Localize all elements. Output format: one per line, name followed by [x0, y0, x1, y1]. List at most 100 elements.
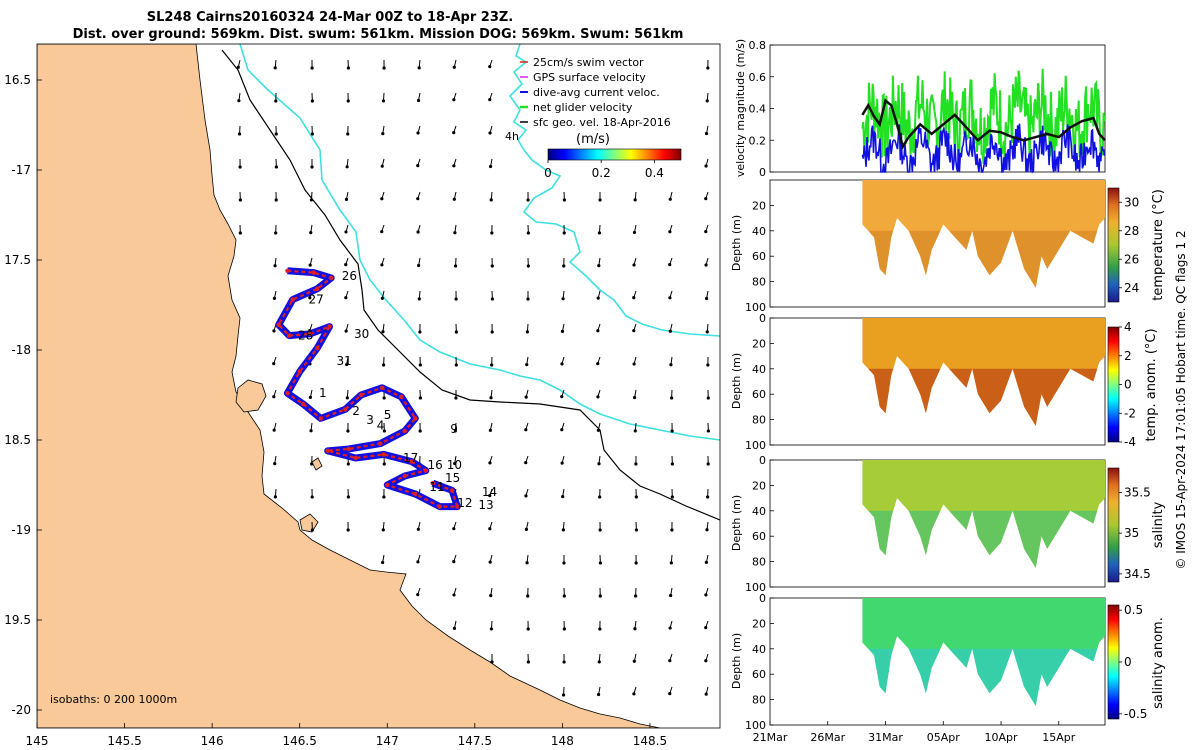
velocity-arrow: [309, 422, 313, 433]
station-label: 17: [403, 451, 418, 465]
velocity-arrow: [452, 158, 457, 168]
velocity-arrow: [596, 422, 601, 432]
velocity-arrow: [704, 686, 709, 696]
velocity-arrow: [345, 356, 349, 367]
velocity-arrow: [562, 620, 566, 631]
velocity-arrow: [526, 290, 530, 301]
velocity-arrow: [416, 224, 421, 234]
depth-tick-label: 80: [752, 694, 766, 707]
depth-tick-label: 80: [752, 276, 766, 289]
track-point: [385, 482, 390, 488]
track-point: [402, 428, 407, 434]
track-point: [399, 394, 404, 399]
velocity-arrow: [596, 389, 601, 399]
velocity-arrow: [704, 158, 709, 168]
legend-item-swim: 25cm/s swim vector: [520, 56, 644, 69]
temp-anomaly-ylabel: Depth (m): [730, 353, 743, 409]
depth-tick-label: 100: [745, 301, 766, 314]
velocity-arrow: [273, 257, 277, 268]
station-label: 1: [319, 386, 327, 400]
velocity-arrow: [236, 59, 241, 69]
glider-track: [275, 267, 461, 511]
track-point: [300, 401, 306, 407]
velocity-arrow: [597, 653, 601, 664]
velocity-arrow: [489, 587, 493, 598]
velocity-arrow: [453, 257, 458, 268]
depth-tick-label: 60: [752, 388, 766, 401]
velocity-arrow: [598, 620, 602, 631]
velocity-arrow: [524, 455, 529, 465]
velocity-arrow: [488, 158, 493, 169]
track-point: [285, 268, 290, 273]
velocity-arrow: [344, 323, 349, 333]
velocity-arrow: [490, 290, 494, 301]
velocity-arrow: [416, 554, 421, 564]
salinity-anomaly-cblabel: salinity anom.: [1151, 617, 1166, 709]
colorbar-tick-label: 35.5: [1124, 485, 1151, 499]
velocity-arrow: [382, 356, 386, 367]
station-label: 11: [429, 480, 444, 494]
velocity-arrow: [454, 389, 458, 400]
legend-label-gps: GPS surface velocity: [533, 71, 646, 84]
velocity-arrow: [452, 59, 457, 69]
depth-tick-label: 0: [759, 454, 766, 467]
colorbar-tick-label: 0.5: [1124, 603, 1143, 617]
depth-tick-label: 100: [745, 581, 766, 594]
velocity-arrow: [526, 224, 530, 235]
track-point: [358, 392, 364, 398]
isobath-200m: [221, 49, 720, 521]
island-3: [311, 457, 323, 471]
map-ytick-label: 16.5: [4, 73, 31, 87]
station-label: 27: [308, 293, 323, 307]
temperature-cblabel: temperature (°C): [1151, 189, 1166, 301]
velocity-arrow: [668, 686, 673, 696]
velocity-ylabel: velocity magnitude (m/s): [734, 39, 747, 177]
station-label: 31: [336, 354, 351, 368]
velocity-arrow: [526, 587, 530, 598]
velocity-arrow: [417, 290, 421, 301]
depth-tick-label: 80: [752, 556, 766, 569]
velocity-arrow: [634, 488, 638, 499]
velocity-ytick-label: 0.2: [749, 134, 767, 147]
velocity-arrow: [669, 587, 673, 598]
map-colorbar-ticks: 0 0.2 0.4: [544, 160, 664, 180]
colorbar-tick-label: 0: [1124, 655, 1132, 669]
velocity-arrow: [632, 686, 637, 696]
velocity-arrow: [706, 488, 710, 499]
track-point: [327, 324, 332, 329]
depth-tick-label: 80: [752, 414, 766, 427]
legend-item-sfc: sfc geo. vel. 18-Apr-2016: [520, 116, 671, 129]
velocity-arrow: [310, 488, 314, 499]
velocity-arrow: [381, 92, 386, 103]
temp-anomaly-cblabel: temp. anom. (°C): [1144, 328, 1159, 441]
velocity-arrow: [489, 620, 494, 631]
velocity-arrow: [598, 191, 602, 202]
depth-tick-label: 60: [752, 250, 766, 263]
velocity-arrow: [670, 521, 674, 532]
map-colorbar: [547, 148, 682, 161]
station-label: 10: [447, 458, 462, 472]
velocity-arrow: [418, 389, 422, 400]
track-point: [413, 416, 418, 421]
velocity-arrow: [346, 422, 350, 433]
velocity-arrow: [274, 224, 278, 235]
velocity-arrow: [705, 323, 709, 334]
map-x-axis: 145 145.5 146 146.5 147 147.5 148 148.5: [26, 723, 667, 748]
velocity-arrow: [596, 686, 601, 697]
velocity-arrow: [598, 488, 602, 499]
isobath-1000m: [239, 44, 720, 441]
velocity-arrow: [488, 521, 493, 531]
map-ytick-label: -18: [11, 343, 31, 357]
velocity-arrow: [273, 59, 277, 70]
station-label: 15: [445, 471, 460, 485]
track-point: [449, 488, 455, 493]
velocity-arrow: [345, 158, 349, 169]
velocity-arrow: [308, 389, 313, 399]
velocity-arrow: [310, 125, 314, 136]
velocity-arrow: [344, 224, 349, 234]
colorbar-tick-label: 28: [1124, 224, 1139, 238]
velocity-arrow: [562, 554, 566, 565]
velocity-arrow: [310, 158, 314, 169]
velocity-arrows: [236, 59, 710, 697]
velocity-arrow: [489, 191, 493, 202]
